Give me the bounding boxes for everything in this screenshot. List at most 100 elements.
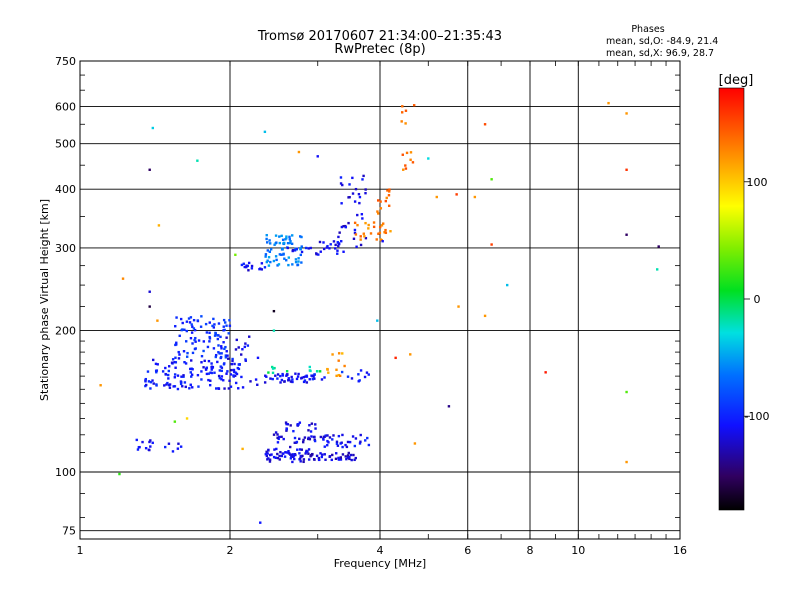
data-point [285, 451, 288, 454]
data-point [185, 355, 189, 358]
data-point [276, 436, 279, 440]
data-point [171, 358, 175, 361]
data-point [244, 359, 247, 362]
data-point [317, 456, 321, 460]
data-point [266, 452, 269, 455]
data-point [356, 223, 359, 227]
data-point [283, 380, 286, 383]
data-point [190, 323, 193, 326]
data-point [289, 240, 292, 243]
x-tick-label: 6 [464, 544, 471, 557]
data-point [268, 458, 272, 461]
data-point [337, 352, 341, 355]
data-point [311, 452, 314, 456]
data-point [217, 374, 221, 378]
grid-lines [80, 60, 680, 539]
data-point [625, 390, 628, 394]
data-point [190, 375, 193, 378]
data-point [339, 458, 343, 461]
data-point [378, 225, 382, 229]
data-point [224, 354, 228, 357]
data-point [367, 227, 370, 230]
data-point [208, 321, 211, 324]
data-point [175, 316, 178, 319]
data-point [339, 456, 343, 459]
data-point [283, 455, 287, 458]
data-point [356, 213, 359, 217]
y-tick-label: 500 [55, 138, 76, 151]
data-point [220, 352, 223, 355]
data-point [272, 433, 276, 436]
data-point [237, 346, 240, 349]
data-point [339, 176, 343, 179]
data-point [226, 354, 229, 357]
data-point [178, 353, 181, 356]
data-point [288, 235, 291, 239]
data-point [280, 454, 283, 458]
data-point [196, 319, 199, 322]
data-point [355, 245, 358, 248]
data-point [490, 243, 493, 246]
data-point [271, 377, 274, 381]
data-point [264, 374, 267, 377]
data-point [242, 262, 245, 265]
data-point [199, 325, 203, 328]
data-point [196, 159, 199, 162]
data-point [179, 382, 183, 386]
data-point [173, 385, 177, 388]
data-point [170, 361, 174, 364]
data-point [210, 368, 213, 371]
data-point [286, 423, 290, 426]
data-point [149, 439, 152, 442]
data-point [148, 290, 151, 293]
data-point [299, 247, 302, 250]
data-point [177, 442, 180, 445]
data-point [182, 375, 185, 378]
data-point [358, 195, 362, 199]
data-point [281, 248, 284, 251]
data-point [324, 458, 327, 461]
data-point [225, 336, 228, 339]
data-point [227, 357, 230, 360]
data-point [254, 378, 258, 381]
data-point [345, 457, 348, 461]
data-point [217, 322, 221, 325]
data-point [194, 336, 197, 340]
data-point [341, 453, 345, 456]
data-point [404, 164, 407, 167]
data-point [381, 222, 385, 225]
data-point [222, 379, 225, 382]
data-point [151, 126, 155, 130]
data-point [263, 266, 267, 269]
data-point [304, 451, 308, 454]
data-point [328, 247, 331, 250]
data-point [457, 305, 460, 308]
data-point [293, 249, 297, 252]
data-point [265, 260, 269, 264]
data-point [267, 448, 270, 452]
data-point [200, 378, 203, 381]
data-point [155, 371, 158, 374]
data-point [185, 320, 189, 323]
data-point [205, 366, 209, 369]
x-tick-label: 16 [673, 544, 687, 557]
chart-title: Tromsø 20170607 21:34:00–21:35:43 [257, 29, 502, 44]
data-point [267, 256, 271, 259]
data-point [331, 453, 334, 457]
data-point [316, 155, 319, 158]
data-point [167, 377, 170, 380]
data-point [245, 265, 248, 269]
data-point [193, 347, 197, 351]
data-point [655, 268, 659, 271]
data-point [276, 264, 279, 267]
chart-subtitle: RwPretec (8p) [334, 42, 425, 57]
data-point [326, 444, 329, 447]
data-point [300, 250, 304, 254]
data-point [337, 359, 340, 362]
data-point [183, 381, 187, 384]
data-point [283, 257, 286, 260]
data-point [223, 387, 226, 390]
data-point [233, 362, 236, 366]
data-point [220, 369, 223, 373]
data-point [300, 448, 304, 451]
